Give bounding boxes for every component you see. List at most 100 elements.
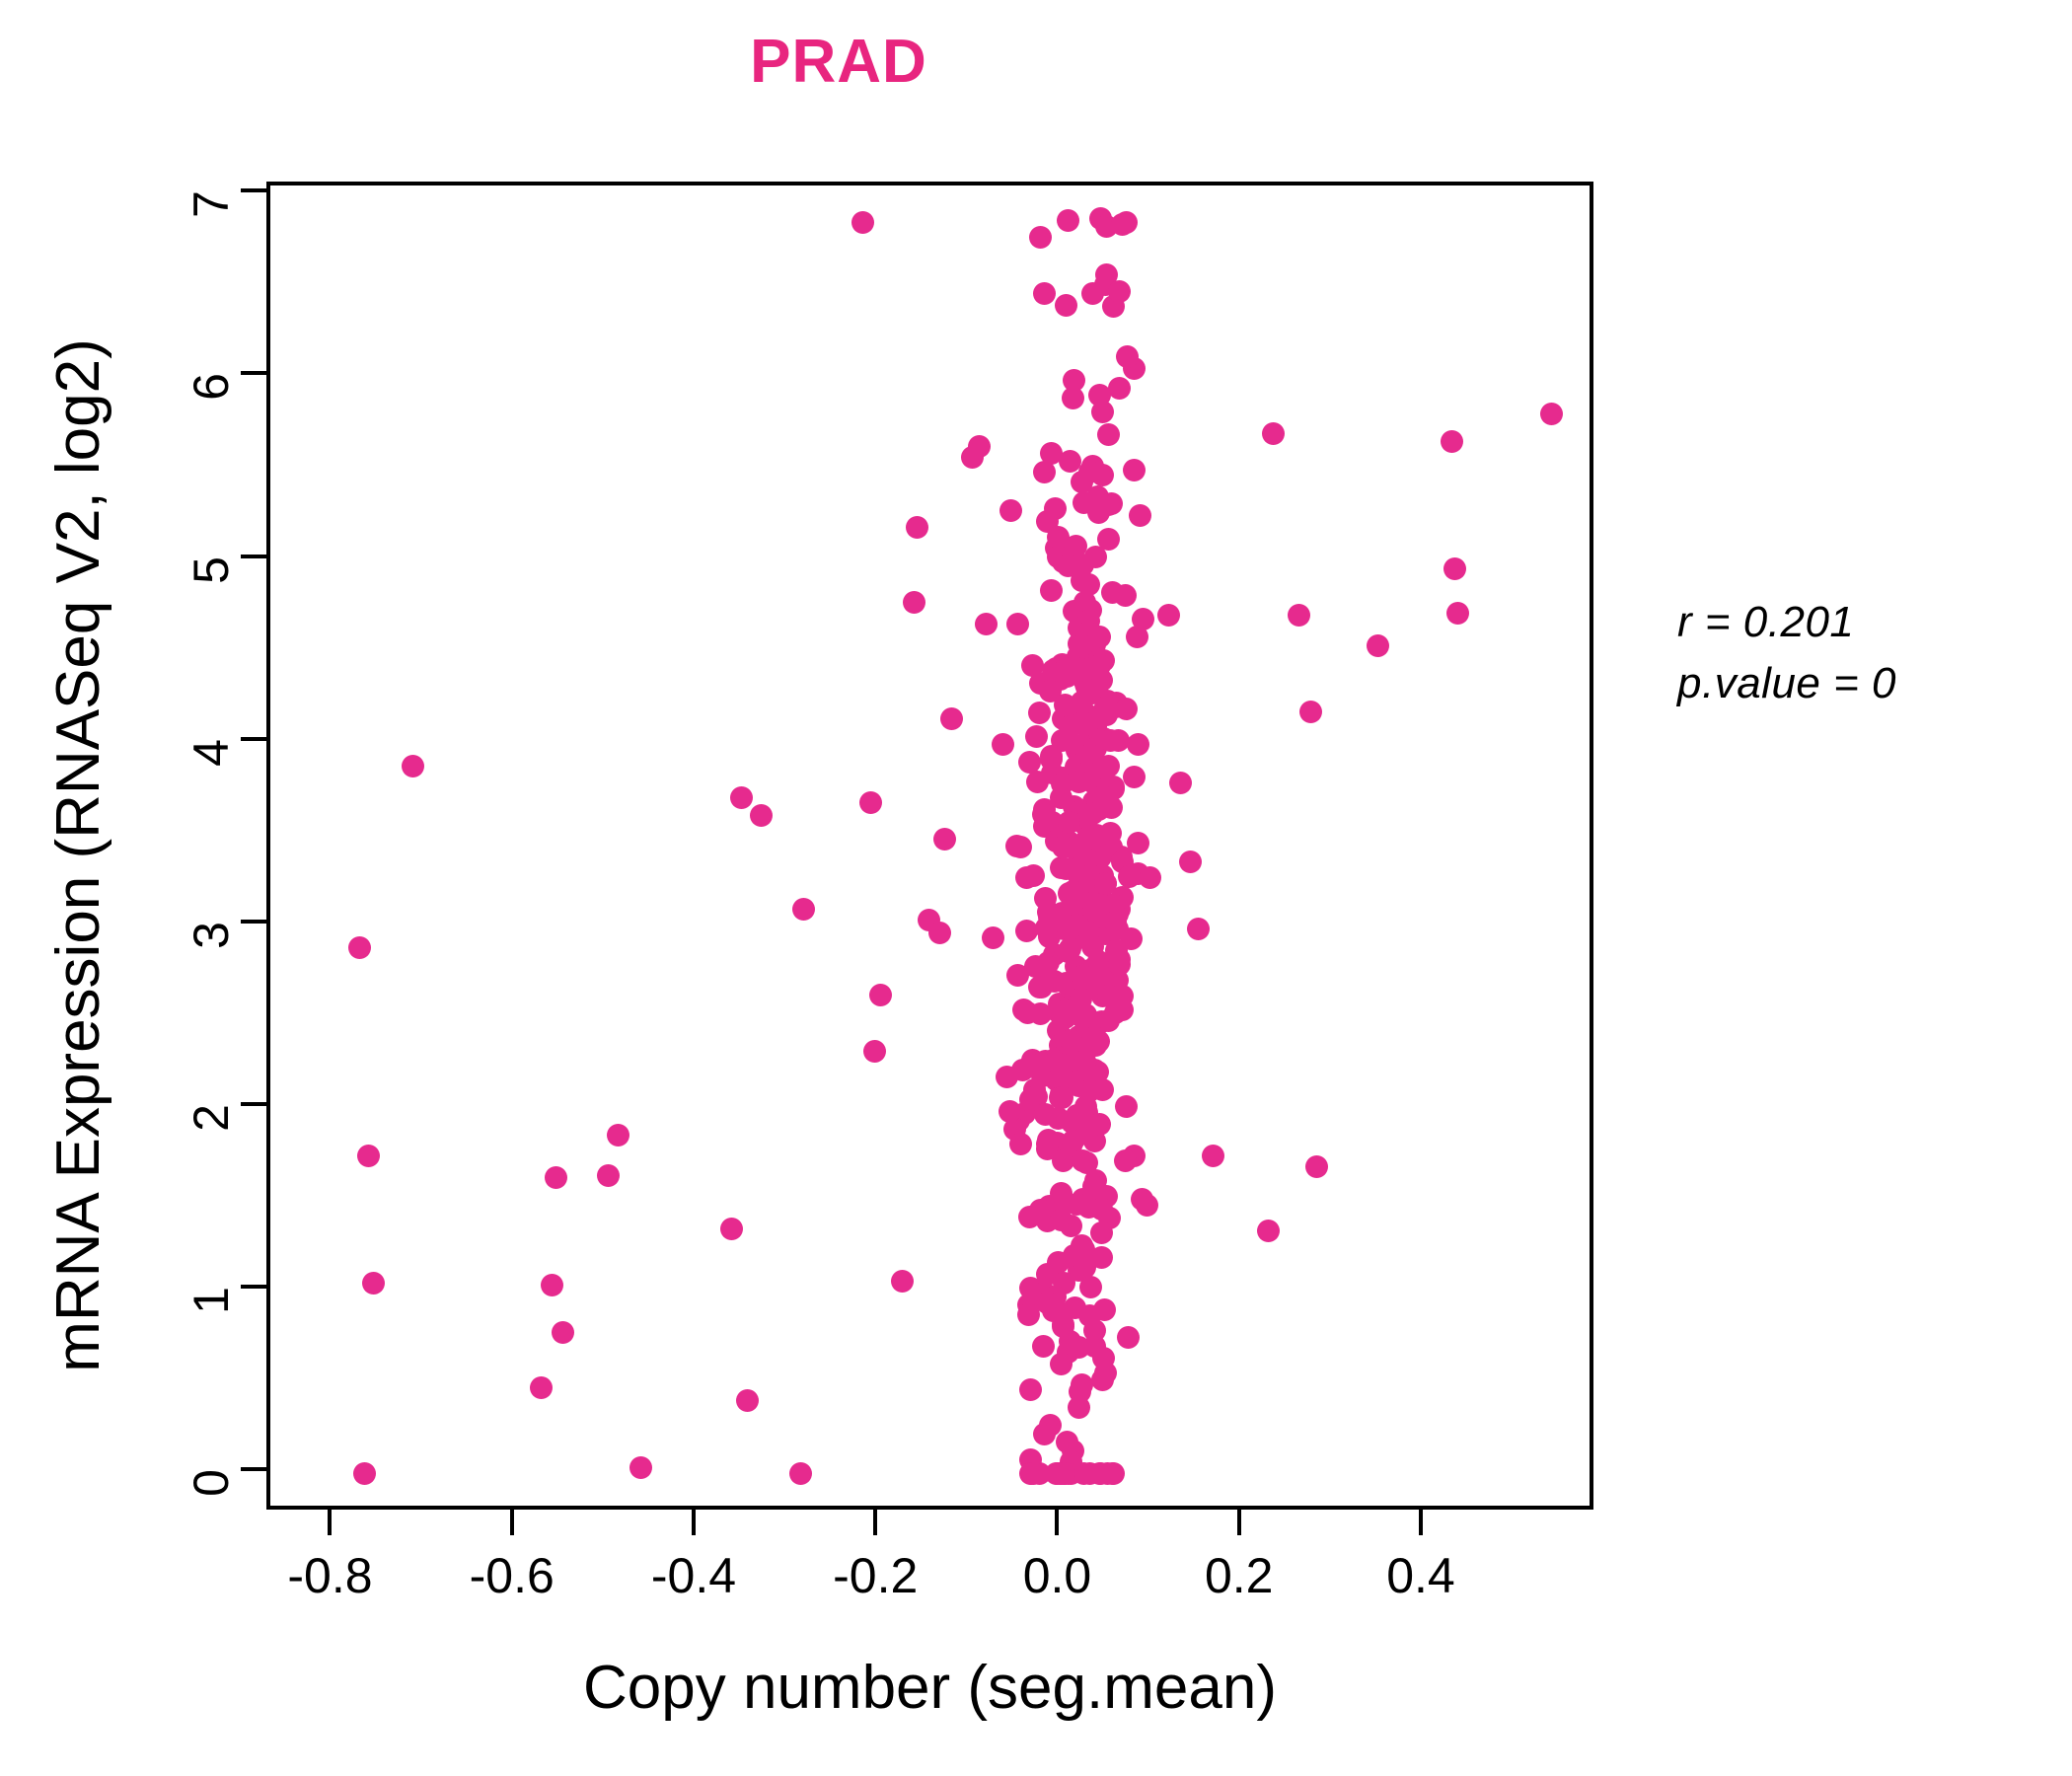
scatter-point xyxy=(1022,1461,1046,1485)
scatter-point xyxy=(1071,553,1094,576)
scatter-point xyxy=(1366,634,1389,658)
scatter-point xyxy=(1075,826,1099,850)
scatter-point xyxy=(1089,1198,1113,1221)
scatter-point xyxy=(1070,1373,1093,1397)
scatter-point xyxy=(1058,449,1081,473)
scatter-point xyxy=(1057,208,1080,232)
scatter-point xyxy=(629,1456,653,1480)
scatter-point xyxy=(1004,835,1028,858)
scatter-points-layer xyxy=(270,185,1590,1506)
scatter-point xyxy=(1076,573,1100,597)
scatter-point xyxy=(1027,702,1051,725)
x-tick-mark xyxy=(509,1510,514,1535)
scatter-point xyxy=(1127,832,1150,855)
x-tick-mark xyxy=(1055,1510,1060,1535)
scatter-point xyxy=(402,755,425,778)
scatter-point xyxy=(1070,633,1093,657)
scatter-point xyxy=(998,1100,1021,1124)
y-tick-label: 2 xyxy=(184,1103,239,1132)
y-tick-label: 3 xyxy=(184,921,239,949)
scatter-point xyxy=(1116,1326,1140,1349)
scatter-point xyxy=(1156,603,1180,627)
scatter-point xyxy=(729,785,753,809)
scatter-point xyxy=(1082,1175,1106,1199)
scatter-point xyxy=(552,1321,575,1345)
scatter-point xyxy=(1009,1132,1033,1155)
scatter-point xyxy=(544,1165,567,1189)
scatter-point xyxy=(1304,1154,1328,1178)
scatter-point xyxy=(1299,700,1323,723)
scatter-point xyxy=(1035,1291,1059,1314)
scatter-point xyxy=(1201,1144,1224,1167)
scatter-point xyxy=(1056,1430,1079,1453)
y-tick-label: 4 xyxy=(184,738,239,767)
scatter-point xyxy=(1540,402,1564,425)
scatter-point xyxy=(1064,1296,1087,1320)
scatter-point xyxy=(1098,729,1122,753)
scatter-point xyxy=(1096,422,1120,446)
scatter-point xyxy=(1108,376,1132,400)
scatter-point xyxy=(1031,1334,1055,1358)
scatter-point xyxy=(1040,578,1064,602)
scatter-point xyxy=(1101,1461,1125,1485)
scatter-point xyxy=(1033,460,1057,483)
scatter-point xyxy=(361,1272,385,1295)
scatter-point xyxy=(1068,1336,1091,1360)
scatter-point xyxy=(968,435,992,459)
y-tick-label: 0 xyxy=(184,1469,239,1498)
scatter-point xyxy=(1114,1149,1138,1173)
scatter-point xyxy=(1015,865,1039,889)
scatter-point xyxy=(974,612,998,635)
scatter-point xyxy=(1073,1049,1096,1073)
scatter-point xyxy=(1050,1209,1073,1232)
scatter-point xyxy=(1079,1275,1103,1298)
scatter-point xyxy=(1061,386,1084,409)
y-tick-mark xyxy=(241,1101,266,1106)
correlation-value: r = 0.201 xyxy=(1677,598,1855,646)
scatter-point xyxy=(940,707,964,731)
x-tick-mark xyxy=(873,1510,878,1535)
scatter-point xyxy=(1092,1297,1116,1321)
scatter-point xyxy=(1026,770,1050,793)
scatter-point xyxy=(1261,422,1285,446)
scatter-point xyxy=(890,1270,914,1294)
scatter-point xyxy=(1005,612,1029,635)
scatter-point xyxy=(1093,871,1117,895)
scatter-point xyxy=(1104,939,1128,963)
scatter-point xyxy=(1055,293,1078,317)
x-tick-label: -0.4 xyxy=(650,1548,737,1603)
scatter-point xyxy=(1024,954,1048,978)
scatter-point xyxy=(1072,965,1095,989)
scatter-point xyxy=(1130,1187,1153,1211)
scatter-point xyxy=(1039,747,1063,771)
scatter-point xyxy=(1049,1353,1073,1376)
x-tick-label: 0.0 xyxy=(1022,1548,1092,1603)
scatter-point xyxy=(1110,213,1134,237)
scatter-point xyxy=(863,1040,887,1064)
x-tick-label: -0.8 xyxy=(287,1548,373,1603)
x-tick-label: 0.4 xyxy=(1386,1548,1455,1603)
scatter-point xyxy=(1103,911,1127,934)
scatter-point xyxy=(1138,866,1161,890)
scatter-point xyxy=(1066,1193,1089,1217)
scatter-point xyxy=(1082,1026,1106,1050)
scatter-point xyxy=(1131,608,1154,631)
scatter-point xyxy=(1038,1413,1062,1437)
scatter-point xyxy=(999,499,1023,523)
scatter-point xyxy=(1104,1001,1128,1025)
scatter-point xyxy=(749,804,773,828)
x-tick-mark xyxy=(691,1510,696,1535)
scatter-point xyxy=(1012,998,1036,1021)
y-tick-mark xyxy=(241,371,266,376)
scatter-point xyxy=(597,1163,621,1187)
y-tick-mark xyxy=(241,188,266,193)
scatter-point xyxy=(928,921,952,944)
scatter-point xyxy=(607,1124,630,1147)
scatter-point xyxy=(1031,803,1055,827)
scatter-point xyxy=(1059,936,1082,960)
scatter-point xyxy=(1070,1234,1093,1258)
y-tick-label: 1 xyxy=(184,1287,239,1314)
scatter-point xyxy=(1034,887,1058,911)
scatter-point xyxy=(1128,503,1151,527)
